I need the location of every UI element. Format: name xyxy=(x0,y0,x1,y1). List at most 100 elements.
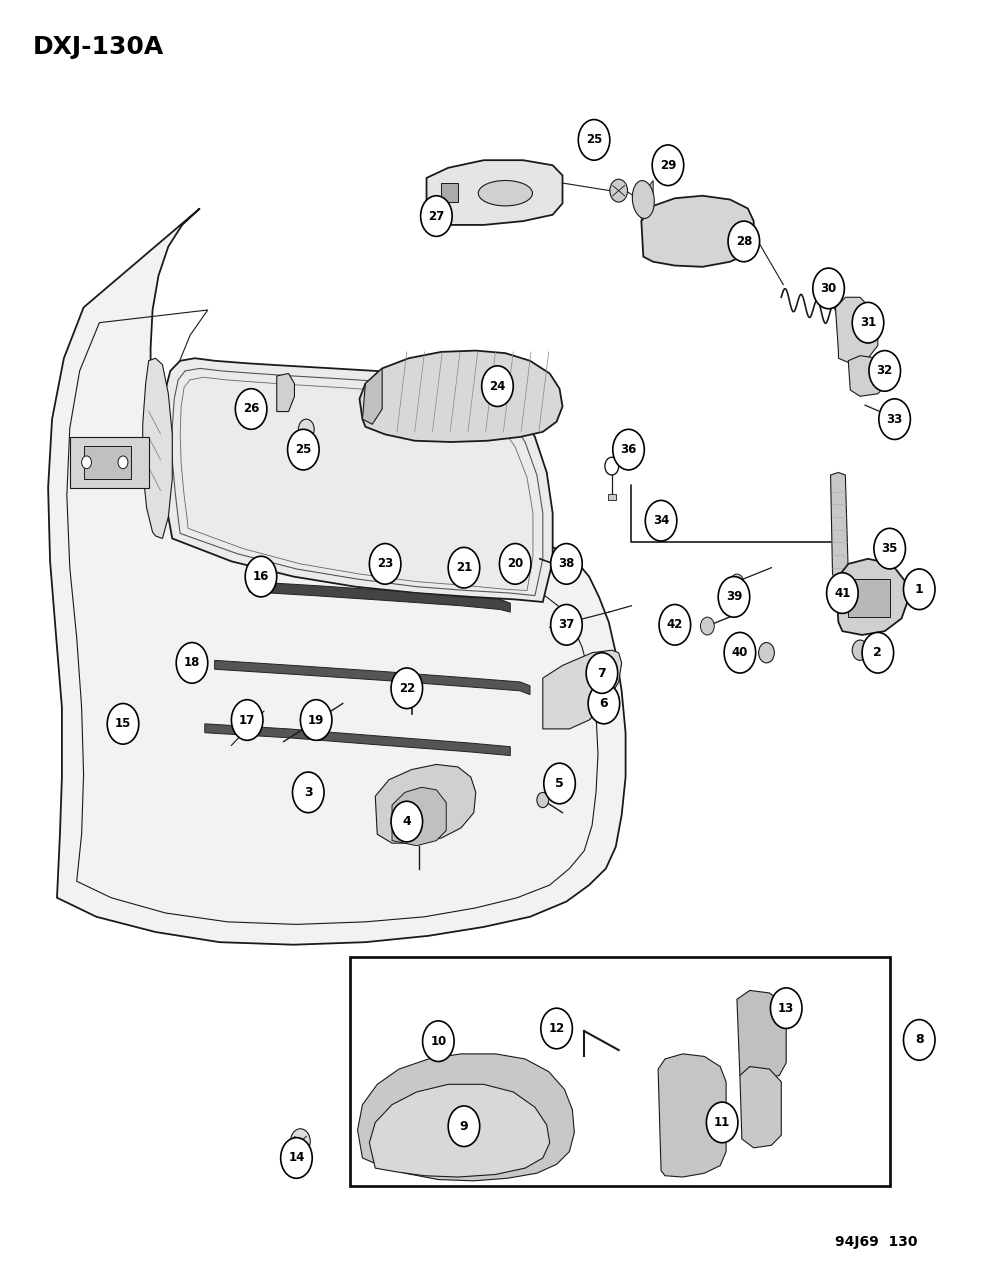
Circle shape xyxy=(728,221,759,261)
Circle shape xyxy=(544,764,576,803)
Bar xyxy=(848,579,890,617)
Text: 18: 18 xyxy=(183,657,200,669)
Text: 2: 2 xyxy=(873,646,882,659)
Text: 27: 27 xyxy=(428,209,445,223)
Polygon shape xyxy=(835,558,908,635)
Polygon shape xyxy=(426,161,563,224)
Circle shape xyxy=(370,543,401,584)
Polygon shape xyxy=(143,358,172,538)
Polygon shape xyxy=(276,374,294,412)
Polygon shape xyxy=(215,660,530,695)
Text: 14: 14 xyxy=(288,1151,304,1164)
Circle shape xyxy=(537,792,549,807)
Text: 11: 11 xyxy=(715,1116,730,1128)
Circle shape xyxy=(652,145,684,186)
Circle shape xyxy=(107,704,139,745)
Text: 28: 28 xyxy=(735,235,752,247)
Text: 9: 9 xyxy=(460,1119,469,1132)
Polygon shape xyxy=(358,1054,575,1181)
Circle shape xyxy=(422,1021,454,1062)
Circle shape xyxy=(298,419,314,440)
Circle shape xyxy=(579,120,609,161)
Polygon shape xyxy=(641,196,754,266)
Polygon shape xyxy=(835,297,878,363)
Circle shape xyxy=(118,456,128,469)
Text: 37: 37 xyxy=(558,618,575,631)
Text: 6: 6 xyxy=(600,697,608,710)
Ellipse shape xyxy=(632,181,654,218)
Text: 8: 8 xyxy=(915,1034,924,1047)
Circle shape xyxy=(482,366,513,407)
Circle shape xyxy=(391,668,422,709)
Circle shape xyxy=(869,351,901,391)
Text: DXJ-130A: DXJ-130A xyxy=(33,34,164,59)
Bar xyxy=(83,446,131,479)
Text: 21: 21 xyxy=(456,561,472,574)
Circle shape xyxy=(300,700,332,741)
Text: 13: 13 xyxy=(778,1002,795,1015)
Polygon shape xyxy=(163,358,553,602)
Circle shape xyxy=(232,700,263,741)
Text: 34: 34 xyxy=(653,514,669,527)
Circle shape xyxy=(874,528,906,569)
Text: 32: 32 xyxy=(877,365,893,377)
Circle shape xyxy=(707,1102,738,1142)
Text: 42: 42 xyxy=(667,618,683,631)
Circle shape xyxy=(852,640,868,660)
Text: 20: 20 xyxy=(507,557,523,570)
Circle shape xyxy=(770,988,802,1029)
Circle shape xyxy=(609,180,627,201)
Circle shape xyxy=(402,673,421,699)
Circle shape xyxy=(659,604,691,645)
Circle shape xyxy=(287,430,319,470)
Circle shape xyxy=(759,643,774,663)
Polygon shape xyxy=(376,765,476,843)
Polygon shape xyxy=(737,991,786,1079)
Circle shape xyxy=(852,302,884,343)
Ellipse shape xyxy=(479,181,532,205)
Polygon shape xyxy=(370,1084,550,1177)
Polygon shape xyxy=(543,650,621,729)
Polygon shape xyxy=(658,1054,726,1177)
Text: 41: 41 xyxy=(834,586,850,599)
Polygon shape xyxy=(848,356,888,397)
Polygon shape xyxy=(360,351,563,442)
Text: 23: 23 xyxy=(377,557,393,570)
Polygon shape xyxy=(830,473,848,580)
Polygon shape xyxy=(740,1067,781,1148)
Circle shape xyxy=(448,547,480,588)
Text: 29: 29 xyxy=(660,159,676,172)
Text: 22: 22 xyxy=(398,682,415,695)
Text: 25: 25 xyxy=(295,444,311,456)
Text: 5: 5 xyxy=(555,776,564,790)
Text: 16: 16 xyxy=(253,570,270,583)
Bar xyxy=(350,958,890,1186)
Text: 1: 1 xyxy=(915,583,924,595)
Circle shape xyxy=(586,653,617,694)
Text: 4: 4 xyxy=(402,815,411,827)
Circle shape xyxy=(718,576,750,617)
Polygon shape xyxy=(441,184,458,201)
Polygon shape xyxy=(392,787,446,845)
Circle shape xyxy=(730,574,744,592)
Text: 15: 15 xyxy=(115,718,131,731)
Circle shape xyxy=(420,196,452,236)
Text: 36: 36 xyxy=(620,444,637,456)
Text: 94J69  130: 94J69 130 xyxy=(835,1235,918,1250)
Circle shape xyxy=(81,456,91,469)
Circle shape xyxy=(645,500,677,541)
Circle shape xyxy=(813,268,844,309)
Circle shape xyxy=(862,632,894,673)
Circle shape xyxy=(701,617,715,635)
Circle shape xyxy=(895,414,905,427)
Circle shape xyxy=(588,683,619,724)
Text: 40: 40 xyxy=(731,646,748,659)
Circle shape xyxy=(551,543,583,584)
Text: 33: 33 xyxy=(887,413,903,426)
Circle shape xyxy=(904,569,935,609)
Text: 12: 12 xyxy=(548,1023,565,1035)
Polygon shape xyxy=(641,181,653,221)
Text: 3: 3 xyxy=(304,785,312,799)
Circle shape xyxy=(499,543,531,584)
Circle shape xyxy=(280,1137,312,1178)
